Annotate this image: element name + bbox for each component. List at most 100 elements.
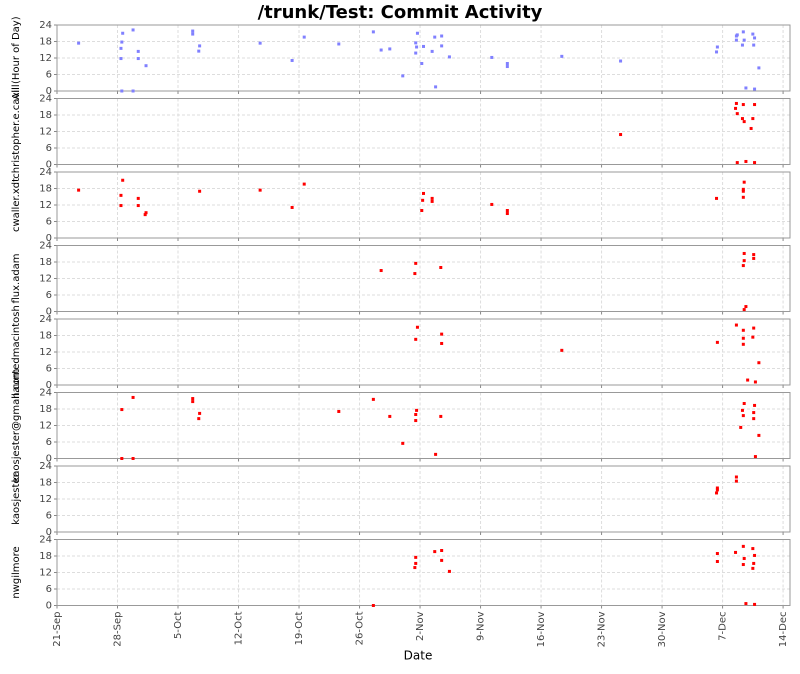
- x-tick-label: 2-Nov: [415, 611, 426, 641]
- point: [371, 397, 375, 401]
- point: [742, 120, 746, 124]
- y-tick-label: 12: [39, 53, 52, 64]
- point: [560, 348, 564, 352]
- y-tick-label: 24: [39, 94, 52, 105]
- point: [430, 49, 434, 53]
- point: [741, 187, 745, 191]
- point: [434, 452, 438, 456]
- point: [439, 266, 443, 269]
- y-tick-label: 0: [46, 601, 52, 612]
- point: [744, 159, 748, 163]
- point: [752, 253, 756, 257]
- plot-border: [56, 392, 791, 459]
- point: [121, 31, 125, 35]
- point: [742, 38, 746, 42]
- point: [757, 361, 761, 365]
- y-axis-label: kaosjester: [11, 472, 22, 524]
- point: [715, 340, 719, 344]
- point: [741, 264, 745, 268]
- point: [136, 57, 140, 61]
- point: [505, 65, 509, 69]
- point: [715, 488, 719, 492]
- y-tick-label: 24: [39, 461, 52, 472]
- point: [734, 550, 738, 554]
- point: [119, 193, 123, 197]
- point: [414, 337, 418, 341]
- point: [734, 106, 738, 110]
- point: [715, 196, 719, 200]
- point: [447, 569, 451, 573]
- y-tick-label: 0: [46, 86, 52, 97]
- y-tick-label: 12: [39, 200, 52, 211]
- point: [560, 54, 564, 58]
- point: [753, 161, 757, 165]
- x-axis-label: Date: [404, 649, 433, 663]
- y-tick-label: 6: [46, 143, 52, 154]
- point: [430, 199, 434, 203]
- point: [440, 44, 444, 48]
- point: [742, 180, 746, 184]
- point: [415, 408, 419, 412]
- point: [421, 198, 425, 202]
- point: [433, 35, 437, 39]
- point: [741, 342, 745, 346]
- point: [191, 400, 195, 404]
- point: [753, 403, 757, 407]
- chart-title: /trunk/Test: Commit Activity: [258, 2, 543, 23]
- point: [379, 48, 383, 52]
- point: [302, 182, 306, 186]
- point: [136, 49, 140, 53]
- plot-border: [56, 539, 791, 606]
- point: [752, 561, 756, 565]
- y-axis-label: flux.adam: [11, 253, 22, 303]
- y-tick-label: 18: [39, 478, 52, 489]
- point: [505, 62, 509, 65]
- point: [143, 213, 147, 217]
- x-tick-label: 9-Nov: [476, 611, 487, 641]
- point: [753, 380, 757, 384]
- point: [752, 411, 756, 415]
- point: [715, 552, 719, 556]
- point: [414, 261, 418, 265]
- point: [440, 549, 444, 552]
- point: [131, 28, 135, 32]
- point: [751, 32, 755, 36]
- x-tick-label: 7-Dec: [718, 612, 729, 641]
- x-tick-label: 19-Oct: [294, 611, 305, 645]
- point: [440, 34, 444, 38]
- point: [740, 43, 744, 47]
- y-tick-label: 6: [46, 437, 52, 448]
- point: [715, 45, 719, 49]
- point: [741, 563, 745, 567]
- point: [121, 178, 125, 182]
- y-tick-label: 0: [46, 454, 52, 465]
- y-tick-label: 24: [39, 167, 52, 178]
- y-tick-label: 6: [46, 290, 52, 301]
- point: [752, 326, 756, 330]
- point: [740, 408, 744, 412]
- point: [430, 196, 434, 200]
- y-tick-label: 18: [39, 331, 52, 342]
- point: [440, 341, 444, 345]
- point: [337, 409, 341, 413]
- plot-border: [56, 318, 791, 386]
- plot-border: [56, 465, 791, 533]
- point: [131, 395, 135, 399]
- y-tick-label: 24: [39, 535, 52, 546]
- point: [191, 29, 195, 33]
- point: [119, 46, 123, 50]
- point: [505, 212, 509, 216]
- point: [198, 44, 202, 48]
- y-tick-label: 0: [46, 160, 52, 171]
- point: [120, 408, 124, 412]
- x-tick-label: 16-Nov: [536, 611, 547, 647]
- y-tick-label: 12: [39, 568, 52, 579]
- point: [415, 325, 419, 329]
- point: [420, 209, 424, 212]
- y-axis-label: cwaller.xdt: [11, 178, 22, 232]
- point: [735, 112, 739, 116]
- point: [741, 544, 745, 548]
- point: [440, 558, 444, 562]
- point: [744, 86, 748, 90]
- point: [753, 103, 757, 107]
